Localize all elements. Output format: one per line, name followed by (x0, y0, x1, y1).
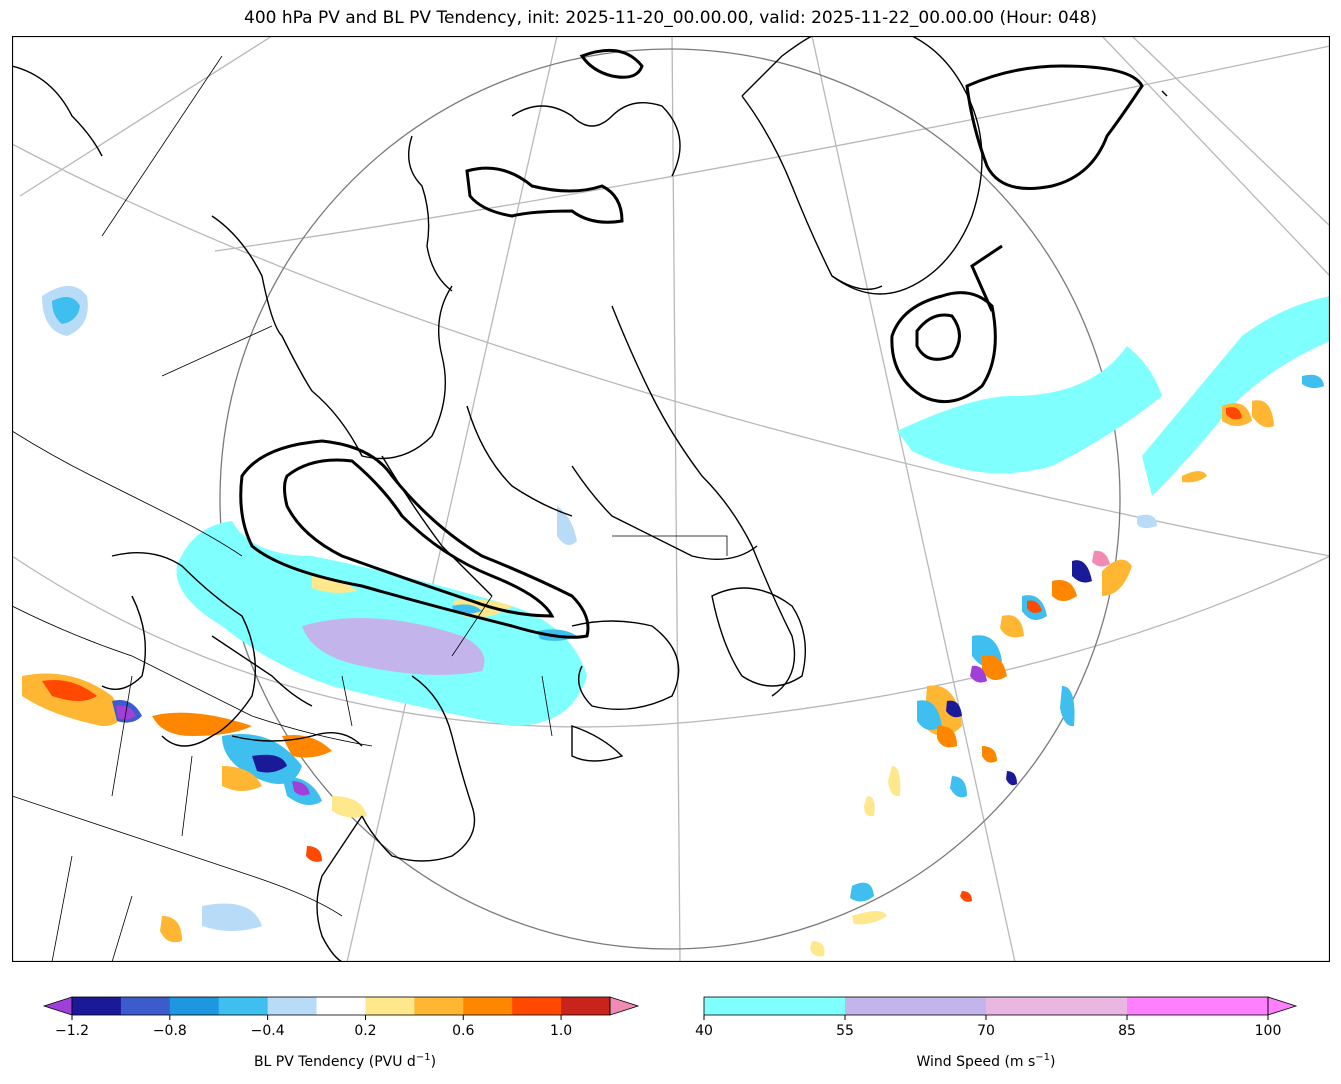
pv-tendency-label-text: BL PV Tendency (PVU d (254, 1054, 416, 1070)
pv-colorbar-segment (218, 997, 269, 1015)
pv-colorbar-tick-label: 0.2 (354, 1023, 376, 1039)
pv-colorbar-segment (267, 997, 318, 1015)
map-panel (12, 36, 1330, 962)
pv-colorbar-extend-min (42, 996, 73, 1016)
pv-tendency-label-sup: −1 (416, 1052, 431, 1063)
pv-colorbar-segment (365, 997, 415, 1015)
pv-colorbar-segment (169, 997, 220, 1015)
wind-speed-shading (176, 296, 1330, 726)
reference-circle (219, 48, 1121, 950)
pv-colorbar-segment (512, 997, 562, 1015)
jet-core-north-america (302, 618, 485, 675)
wind-speed-colorbar: 40 55 70 85 100 Wind Speed (m s−1) (695, 996, 1298, 1070)
pv-colorbar-extend-max (609, 996, 640, 1016)
pv-colorbar-outline (71, 996, 611, 1016)
pv-colorbar-segment (463, 997, 513, 1015)
pv-tendency-colorbar-label: BL PV Tendency (PVU d−1) (254, 1052, 436, 1070)
wind-colorbar-segment (1127, 997, 1269, 1015)
pv-colorbar-segment (316, 997, 366, 1015)
wind-speed-label-text: Wind Speed (m s (916, 1054, 1035, 1070)
figure-title: 400 hPa PV and BL PV Tendency, init: 202… (244, 8, 1097, 28)
pv-colorbar-segment (120, 997, 171, 1015)
wind-colorbar-segment (986, 997, 1128, 1015)
wind-colorbar-tick-label: 40 (695, 1023, 713, 1039)
political-borders (12, 55, 728, 962)
wind-colorbar-segment (704, 997, 846, 1015)
wind-speed-label-sup: −1 (1035, 1052, 1050, 1063)
pv-colorbar-tick-label: 1.0 (550, 1023, 572, 1039)
wind-colorbar-tick-label: 70 (977, 1023, 995, 1039)
pv-colorbar-tick-label: −0.4 (251, 1023, 285, 1039)
pv-colorbar-segment (72, 997, 122, 1015)
pv-contours (239, 48, 1144, 639)
wind-colorbar-tick-label: 100 (1255, 1023, 1282, 1039)
pv-colorbar-tick-label: 0.6 (452, 1023, 474, 1039)
pv-tendency-colorbar-segments (42, 996, 640, 1016)
pv-colorbar-segment (561, 997, 611, 1015)
pv-tendency-colorbar: −1.2 −0.8 −0.4 0.2 0.6 1.0 BL PV Tendency (PV… (42, 996, 640, 1070)
wind-colorbar-segment (845, 997, 987, 1015)
pv-tendency-label-close: ) (431, 1054, 436, 1070)
pv-colorbar-tick-label: −1.2 (55, 1023, 89, 1039)
jet-streak-atlantic-east (1142, 296, 1330, 496)
wind-speed-colorbar-label: Wind Speed (m s−1) (916, 1052, 1055, 1070)
wind-speed-colorbar-ticks: 40 55 70 85 100 (695, 1015, 1281, 1039)
pv-colorbar-segment (414, 997, 464, 1015)
wind-speed-colorbar-segments (703, 996, 1298, 1016)
wind-colorbar-extend-max (1267, 996, 1298, 1016)
jet-streak-atlantic (897, 346, 1162, 474)
pv-tendency-colorbar-ticks: −1.2 −0.8 −0.4 0.2 0.6 1.0 (55, 1015, 572, 1039)
wind-colorbar-tick-label: 85 (1118, 1023, 1136, 1039)
wind-colorbar-tick-label: 55 (836, 1023, 854, 1039)
wind-speed-label-close: ) (1050, 1054, 1055, 1070)
pv-colorbar-tick-label: −0.8 (153, 1023, 187, 1039)
